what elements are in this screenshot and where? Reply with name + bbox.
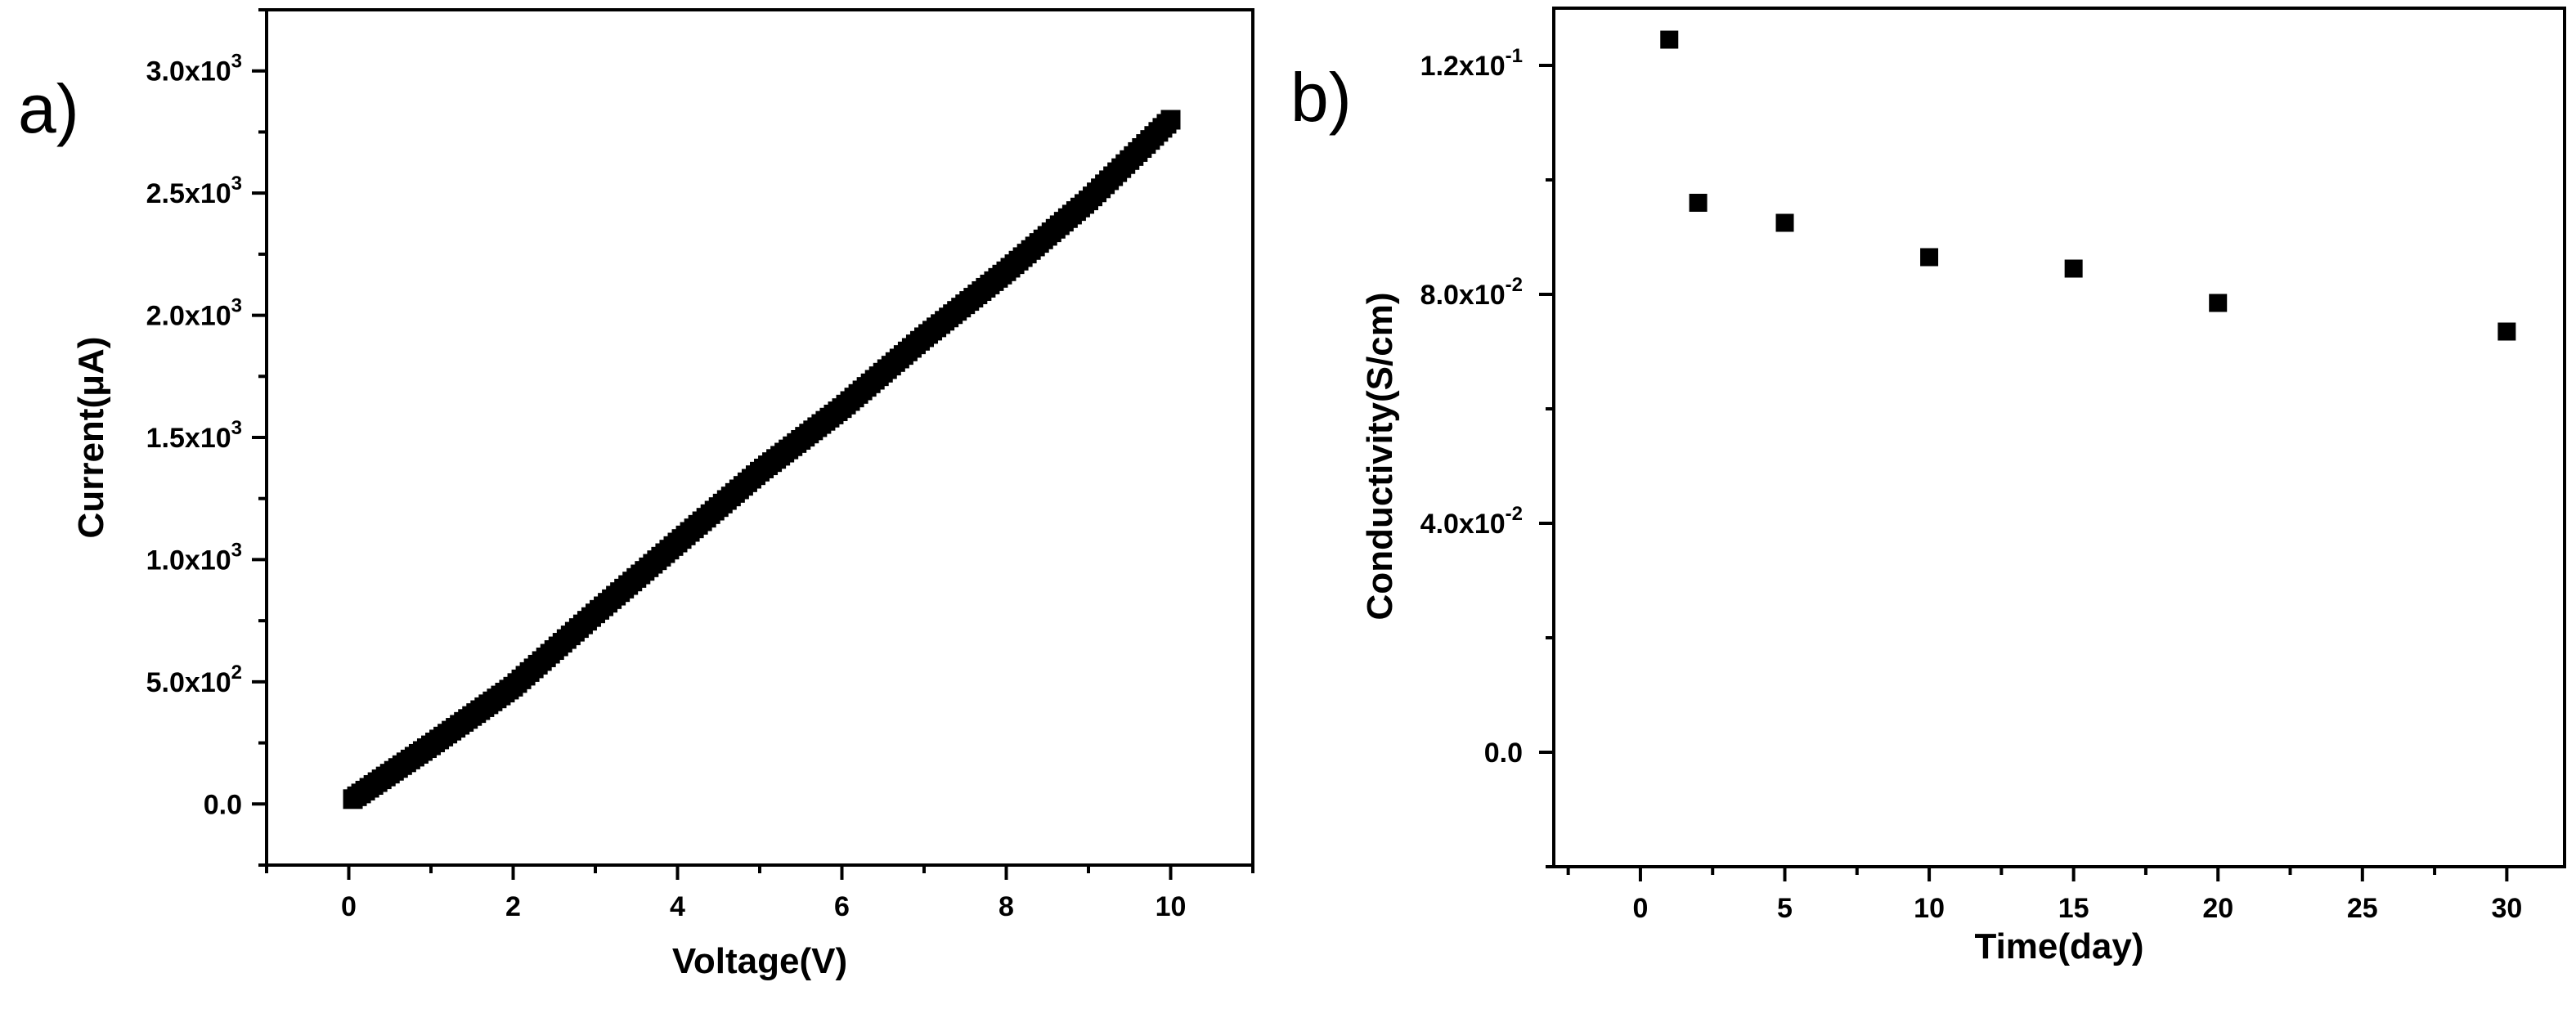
- panel-b-x-ticks: 0 5 10 15 20 25 30: [1566, 867, 2522, 924]
- panel-a-x-ticks: 0 2 4 6 8 10: [265, 865, 1254, 922]
- panel-b-data-point: [2064, 259, 2083, 278]
- panel-b-chart: b) 0 5 10 15 20 25 30 0.0 4.0x10-2 8.0x10-2 1.2x1…: [1290, 7, 2566, 966]
- panel-a-data-point: [1160, 110, 1181, 130]
- panel-b-label: b): [1290, 59, 1352, 136]
- panel-a-data-points: [343, 110, 1181, 809]
- panel-b-x-tick-label: 10: [1914, 893, 1945, 924]
- panel-a-x-tick-label: 6: [834, 891, 850, 922]
- panel-b-x-tick-label: 15: [2058, 893, 2089, 924]
- panel-a-plot-frame: [265, 8, 1254, 867]
- panel-a-x-tick-label: 10: [1156, 891, 1187, 922]
- panel-a-y-tick-label: 1.5x103: [146, 417, 242, 454]
- panel-a-y-tick-label: 2.0x103: [146, 295, 242, 332]
- panel-a-x-tick-label: 8: [999, 891, 1014, 922]
- panel-a-x-tick-label: 4: [670, 891, 685, 922]
- panel-a-y-tick-label: 1.0x103: [146, 539, 242, 576]
- panel-a-chart: a) 0 2 4 6 8 10 0.0 5.0x102 1.0x103 1.5x103 2.0x1…: [18, 8, 1254, 981]
- panel-b-data-point: [1775, 213, 1794, 232]
- panel-b-y-tick-label: 1.2x10-1: [1420, 45, 1523, 82]
- panel-b-plot-frame: [1552, 7, 2566, 868]
- panel-b-x-tick-label: 30: [2491, 893, 2522, 924]
- panel-a-label: a): [18, 70, 79, 147]
- panel-b-x-tick-label: 25: [2347, 893, 2378, 924]
- panel-b-y-axis-title: Conductivity(S/cm): [1360, 293, 1400, 621]
- panel-b-data-point: [1689, 194, 1708, 212]
- panel-b-y-ticks: 0.0 4.0x10-2 8.0x10-2 1.2x10-1: [1420, 45, 1554, 868]
- panel-b-data-points: [1660, 30, 2516, 341]
- panel-b-data-point: [1660, 30, 1679, 49]
- panel-a-y-tick-label: 3.0x103: [146, 51, 242, 87]
- panel-b-y-tick-label: 4.0x10-2: [1420, 503, 1523, 540]
- panel-b-data-point: [2209, 294, 2228, 312]
- panel-a-y-ticks: 0.0 5.0x102 1.0x103 1.5x103 2.0x103 2.5x103 3.…: [146, 8, 267, 867]
- panel-b-x-axis-title: Time(day): [1974, 926, 2143, 966]
- panel-a-x-tick-label: 0: [341, 891, 357, 922]
- panel-a-y-tick-label: 2.5x103: [146, 173, 242, 209]
- panel-a-x-axis-title: Voltage(V): [672, 941, 847, 981]
- panel-a-y-tick-label: 0.0: [204, 789, 242, 820]
- panel-b-x-tick-label: 5: [1777, 893, 1793, 924]
- panel-b-data-point: [2497, 322, 2516, 341]
- panel-a-y-tick-label: 5.0x102: [146, 661, 242, 698]
- panel-b-x-tick-label: 0: [1632, 893, 1648, 924]
- panel-a-y-axis-title: Current(μA): [71, 337, 111, 539]
- panel-b-data-point: [1920, 248, 1939, 267]
- panel-a-x-tick-label: 2: [505, 891, 521, 922]
- panel-b-x-tick-label: 20: [2202, 893, 2233, 924]
- panel-b-y-tick-label: 8.0x10-2: [1420, 274, 1523, 311]
- panel-b-y-tick-label: 0.0: [1484, 738, 1523, 769]
